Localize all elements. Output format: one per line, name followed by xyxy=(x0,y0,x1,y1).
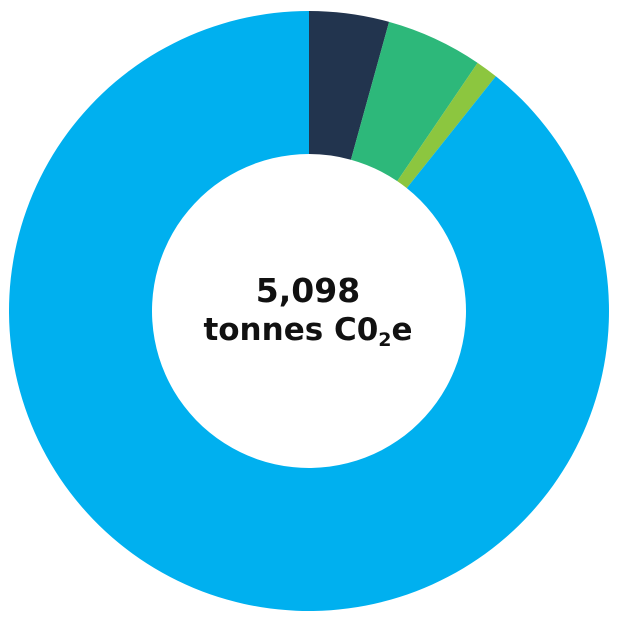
unit-prefix: tonnes C0 xyxy=(203,312,379,349)
total-emissions-unit: tonnes C02e xyxy=(158,311,458,350)
unit-suffix: e xyxy=(391,312,413,349)
donut-slice-4 xyxy=(9,11,610,611)
donut-slice-3 xyxy=(397,62,496,189)
donut-slice-1 xyxy=(309,11,390,160)
unit-subscript: 2 xyxy=(378,329,392,352)
donut-center-label: 5,098 tonnes C02e xyxy=(158,270,458,350)
donut-slice-2 xyxy=(350,21,478,182)
total-emissions-value: 5,098 xyxy=(255,271,361,310)
